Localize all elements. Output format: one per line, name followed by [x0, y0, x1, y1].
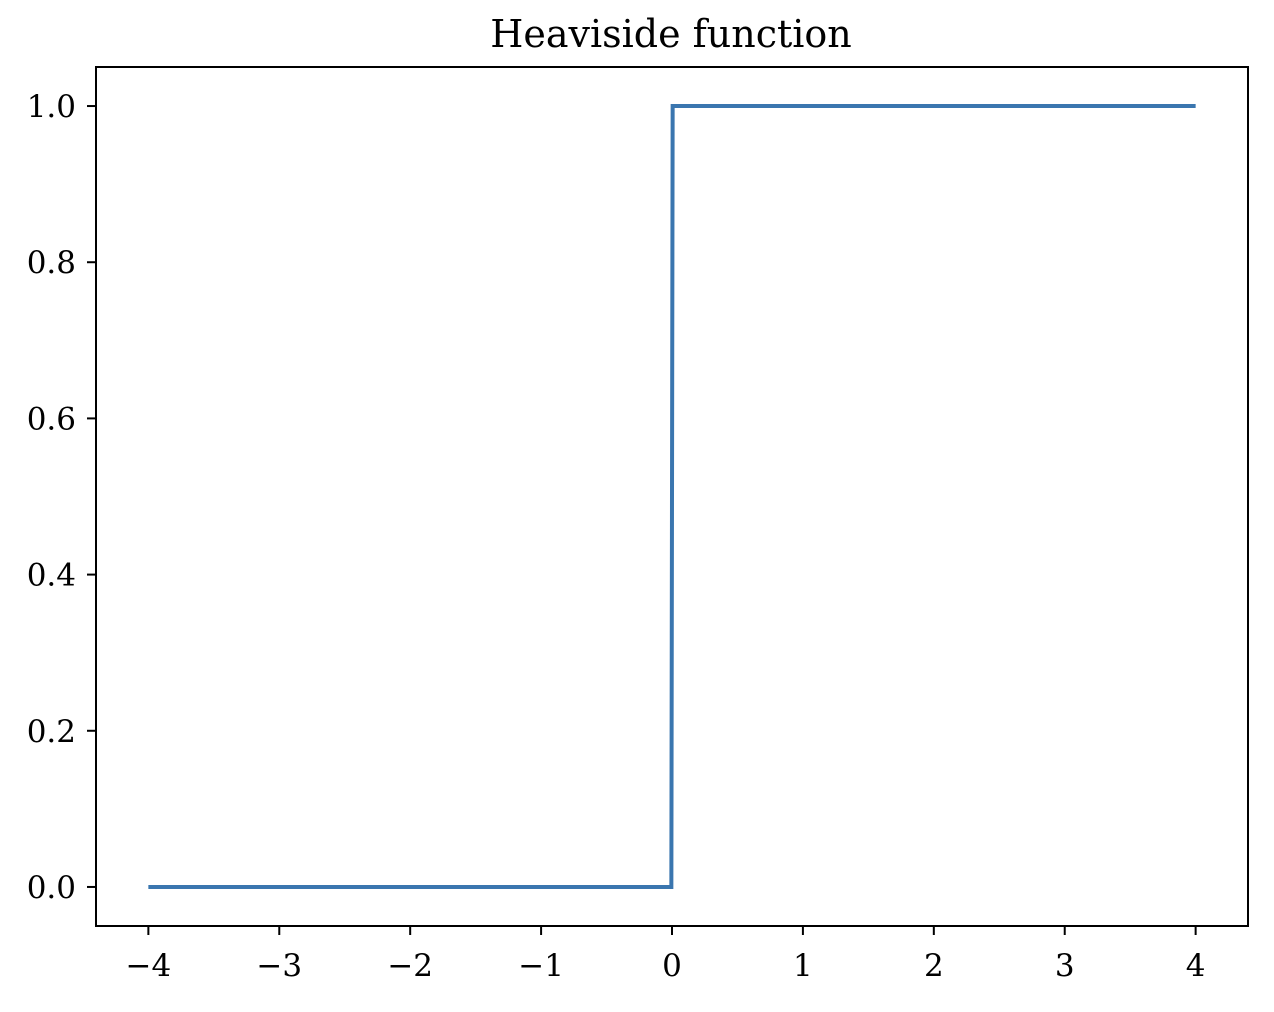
x-tick-label: −2 — [387, 948, 433, 984]
y-tick-label: 0.8 — [27, 245, 76, 281]
series-layer — [148, 104, 1196, 889]
y-tick-label: 1.0 — [27, 89, 76, 125]
x-tick-label: −1 — [518, 948, 564, 984]
x-tick-label: 1 — [793, 948, 813, 984]
y-axis: 0.0 0.2 0.4 0.6 0.8 1.0 — [27, 89, 96, 906]
y-tick-label: 0.0 — [27, 870, 76, 906]
x-tick-label: 3 — [1055, 948, 1075, 984]
series-line-0 — [148, 104, 1196, 889]
x-tick-label: −3 — [256, 948, 302, 984]
x-tick-label: 0 — [662, 948, 682, 984]
x-tick-label: 4 — [1186, 948, 1206, 984]
x-tick-label: 2 — [924, 948, 944, 984]
x-axis: −4 −3 −2 −1 0 1 2 3 4 — [126, 926, 1206, 984]
x-tick-label: −4 — [126, 948, 172, 984]
y-tick-label: 0.6 — [27, 401, 76, 437]
y-tick-label: 0.4 — [27, 558, 76, 594]
chart-title: Heaviside function — [490, 12, 852, 56]
y-tick-label: 0.2 — [27, 714, 76, 750]
